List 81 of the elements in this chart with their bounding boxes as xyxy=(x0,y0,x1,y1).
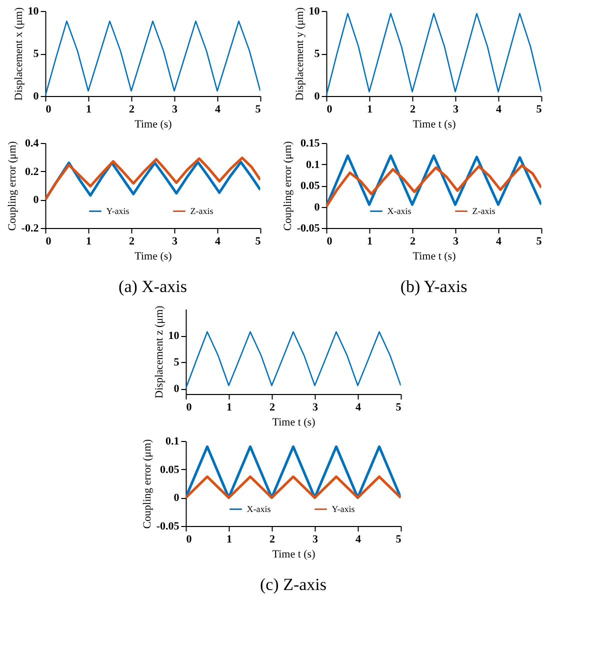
y-tick-label: 0.05 xyxy=(160,464,180,476)
x-tick-label: 1 xyxy=(226,534,232,546)
x-tick-label: 2 xyxy=(270,402,276,414)
line-series xyxy=(186,331,401,390)
x-tick-label: 5 xyxy=(255,104,262,116)
x-tick-label: 4 xyxy=(215,236,221,248)
y-tick-label: 5 xyxy=(314,48,320,60)
x-tick-label: 0 xyxy=(326,236,333,248)
y-tick-label: 10 xyxy=(308,6,320,18)
x-tick-label: 1 xyxy=(367,236,372,248)
x-tick-label: 3 xyxy=(312,402,318,414)
x-tick-label: 2 xyxy=(270,534,276,546)
y-tick-label: 10 xyxy=(168,330,180,342)
y-tick-label: 0 xyxy=(174,383,180,396)
y-tick-label: 5 xyxy=(174,356,180,369)
x-tick-label: 0 xyxy=(186,534,192,546)
x-tick-label: 1 xyxy=(86,104,92,116)
x-tick-label: 4 xyxy=(356,402,362,414)
x-axis-title: Time t (s) xyxy=(412,118,456,130)
x-tick-label: 3 xyxy=(453,104,459,116)
text: (c) Z-axis xyxy=(260,575,327,594)
y-tick-label: 0.2 xyxy=(25,166,40,178)
x-tick-label: 2 xyxy=(129,236,135,248)
y-tick-label: 0.15 xyxy=(300,138,320,150)
x-tick-label: 5 xyxy=(396,534,402,546)
y-tick-label: 5 xyxy=(33,48,40,60)
y-tick-label: 0.4 xyxy=(25,138,40,150)
y-axis-title: Displacement x (μm) xyxy=(12,7,25,101)
legend-label: Z-axis xyxy=(190,206,214,216)
legend-label: Z-axis xyxy=(472,206,496,216)
y-tick-label: 0.1 xyxy=(306,158,320,171)
y-tick-label: 0 xyxy=(174,492,180,504)
y-tick-label: -0.2 xyxy=(21,222,40,234)
x-tick-label: 3 xyxy=(172,236,178,248)
x-tick-label: 5 xyxy=(396,402,402,414)
x-tick-label: 4 xyxy=(356,534,362,546)
y-tick-label: 0 xyxy=(314,201,320,214)
line-series xyxy=(326,164,542,208)
x-tick-label: 4 xyxy=(496,236,502,248)
y-axis-title: Coupling error (μm) xyxy=(6,140,18,231)
x-tick-label: 3 xyxy=(172,104,178,116)
x-tick-label: 3 xyxy=(453,236,459,248)
x-axis-title: Time t (s) xyxy=(412,250,456,262)
y-tick-label: -0.05 xyxy=(156,520,180,532)
x-axis-title: Time (s) xyxy=(134,118,172,130)
y-tick-label: 0.05 xyxy=(300,180,320,192)
legend-label: X-axis xyxy=(246,504,272,514)
y-axis-title: Displacement y (μm) xyxy=(294,7,306,101)
text: (b) Y-axis xyxy=(400,277,468,296)
x-axis-title: Time (s) xyxy=(134,250,172,262)
x-tick-label: 5 xyxy=(536,236,542,248)
x-tick-label: 0 xyxy=(46,104,52,116)
legend-label: X-axis xyxy=(387,206,412,216)
y-axis-title: Displacement z (μm) xyxy=(153,305,166,398)
x-axis-title: Time t (s) xyxy=(272,548,316,560)
y-tick-label: 0.1 xyxy=(166,436,180,448)
x-tick-label: 0 xyxy=(46,236,52,248)
x-tick-label: 0 xyxy=(186,402,192,414)
x-tick-label: 4 xyxy=(215,104,221,116)
y-axis-title: Coupling error (μm) xyxy=(282,140,294,231)
y-tick-label: 0 xyxy=(33,194,40,206)
x-tick-label: 2 xyxy=(410,104,416,116)
y-tick-label: 0 xyxy=(33,90,40,102)
x-tick-label: 1 xyxy=(367,104,372,116)
x-tick-label: 0 xyxy=(326,104,333,116)
x-tick-label: 4 xyxy=(496,104,502,116)
x-tick-label: 1 xyxy=(226,402,232,414)
legend-label: Y-axis xyxy=(106,206,130,216)
x-tick-label: 3 xyxy=(312,534,318,546)
x-tick-label: 5 xyxy=(255,236,262,248)
text: (a) X-axis xyxy=(118,277,187,296)
x-tick-label: 2 xyxy=(129,104,135,116)
x-tick-label: 5 xyxy=(536,104,542,116)
y-tick-label: -0.05 xyxy=(296,222,320,234)
x-tick-label: 2 xyxy=(410,236,416,248)
legend-label: Y-axis xyxy=(332,504,356,514)
y-tick-label: 10 xyxy=(28,6,40,18)
y-tick-label: 0 xyxy=(314,90,320,102)
y-axis-title: Coupling error (μm) xyxy=(141,438,154,529)
x-tick-label: 1 xyxy=(86,236,92,248)
x-axis-title: Time t (s) xyxy=(272,416,316,428)
